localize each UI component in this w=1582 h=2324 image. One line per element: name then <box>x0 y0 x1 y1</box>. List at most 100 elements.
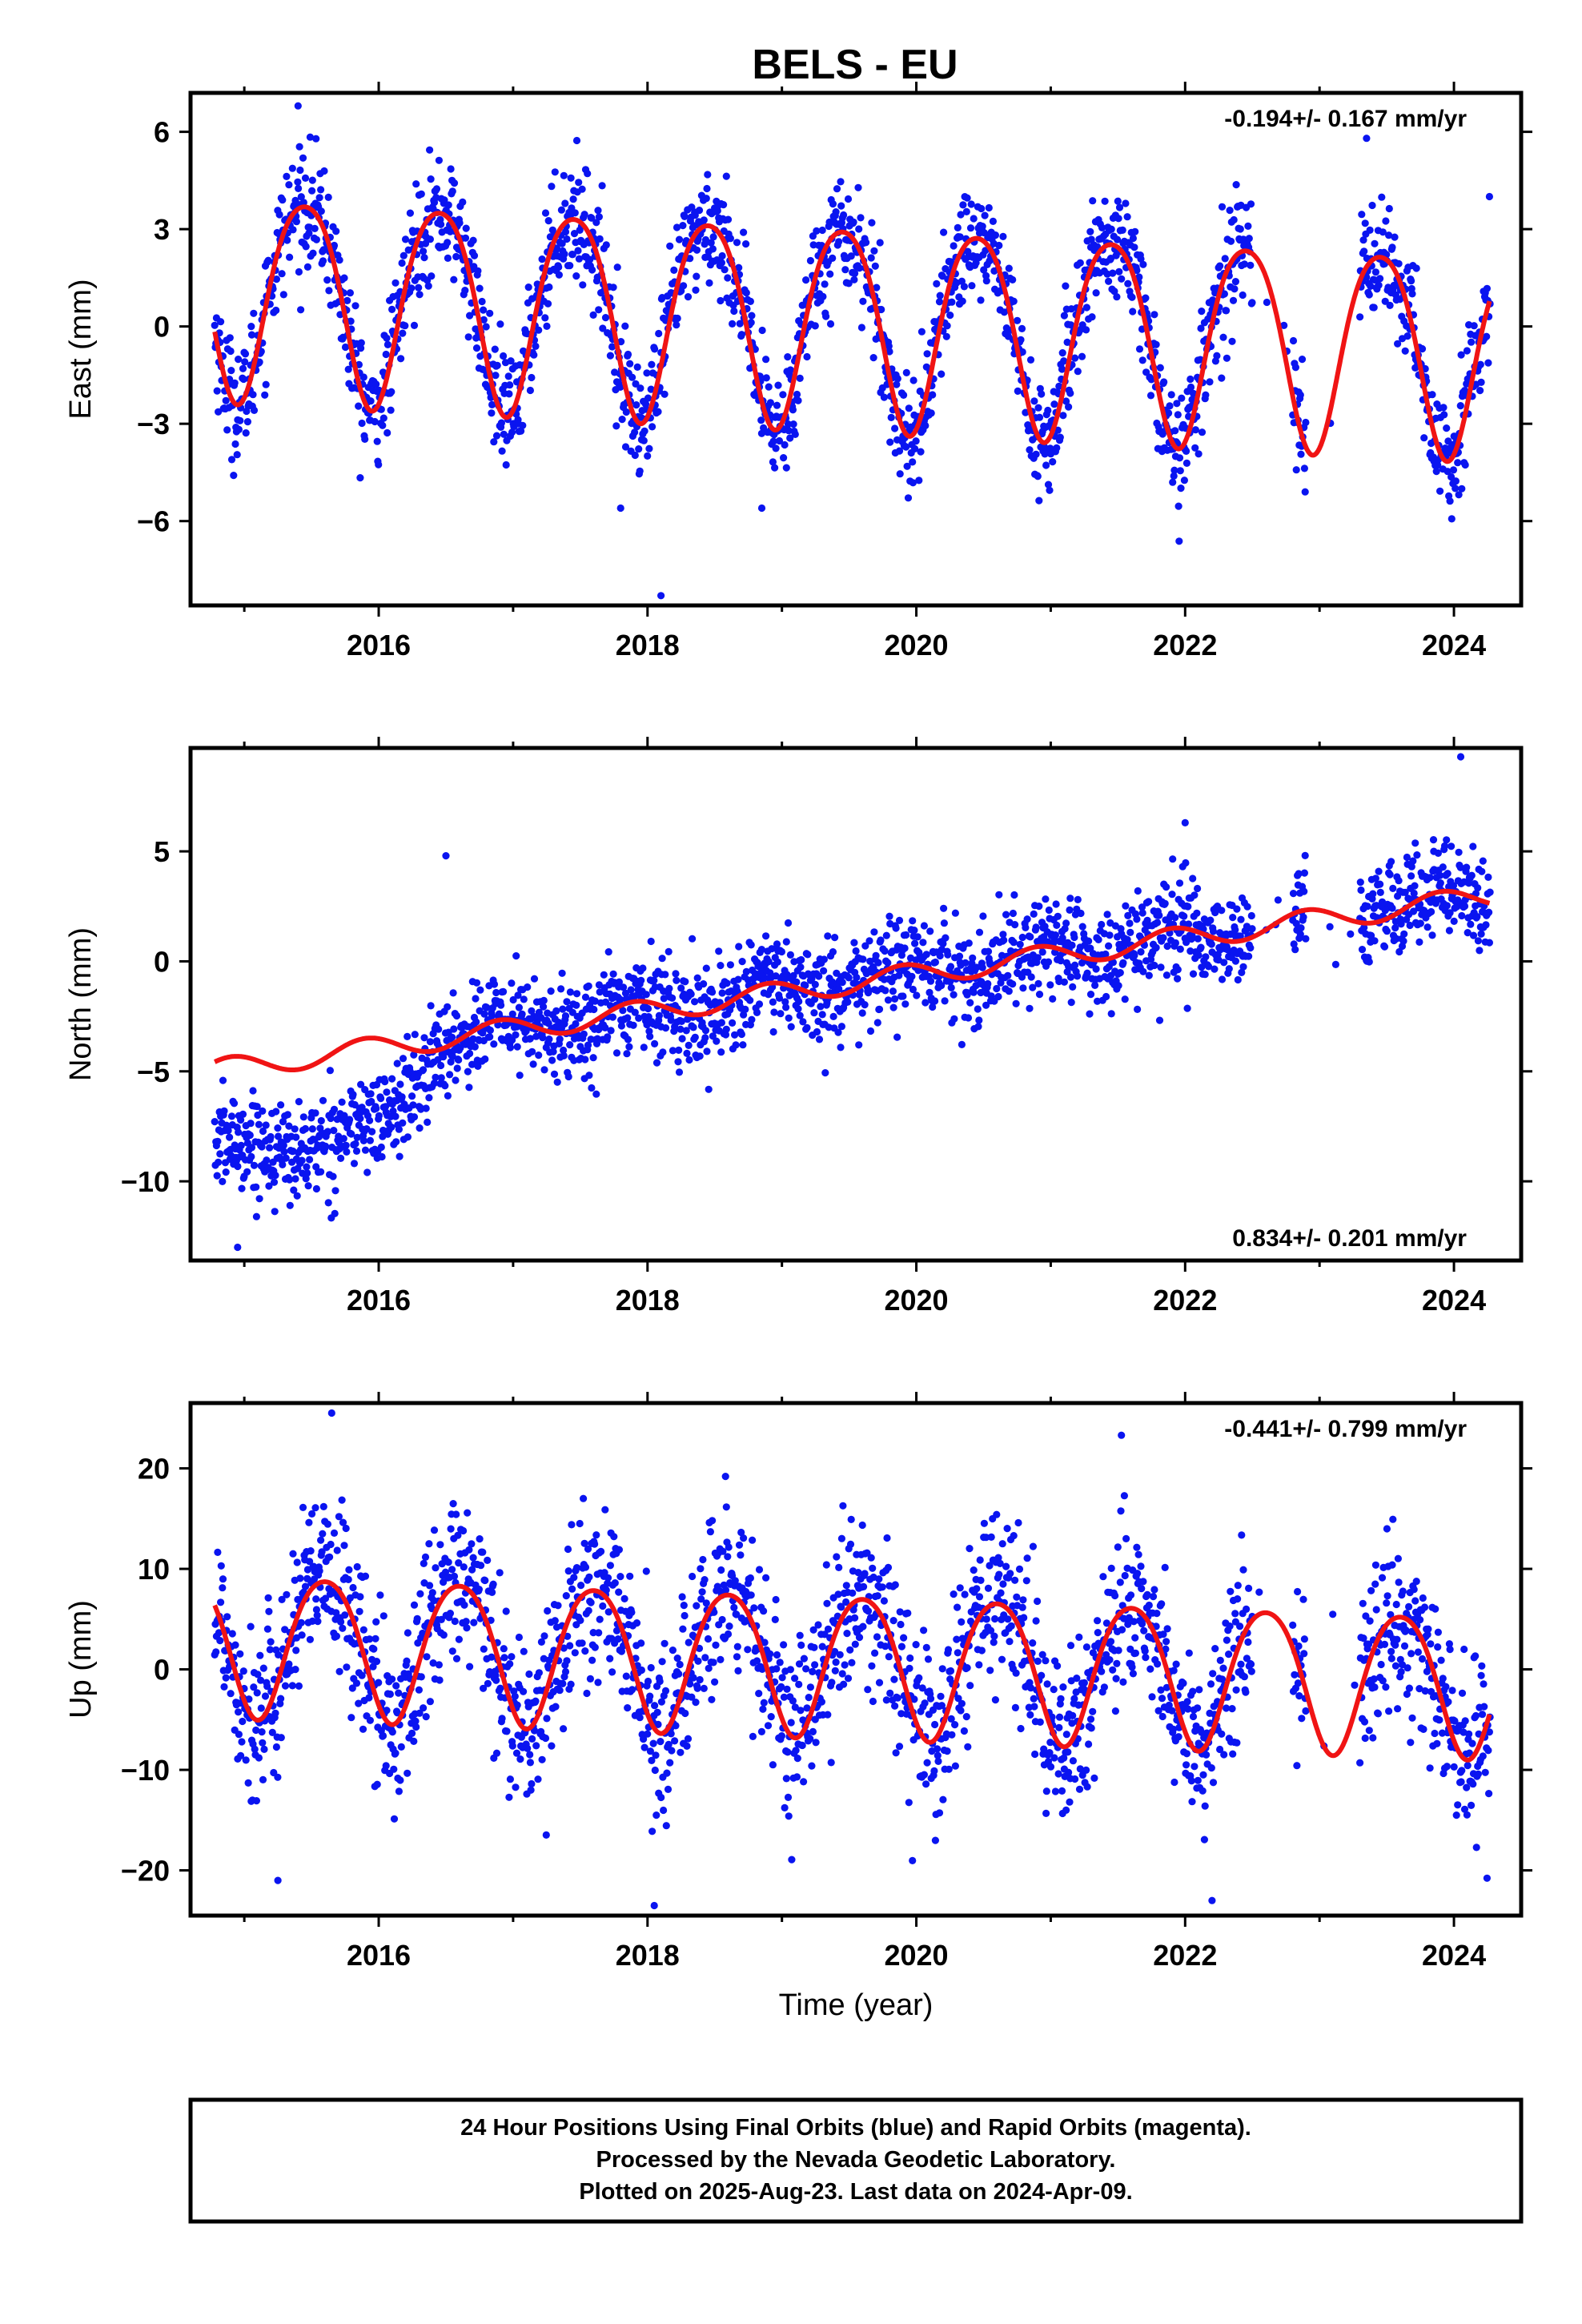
data-point <box>560 171 568 179</box>
data-point <box>803 1023 811 1031</box>
data-point <box>628 1686 636 1694</box>
data-point <box>369 1663 377 1671</box>
data-point <box>252 1726 260 1735</box>
data-point <box>568 251 576 259</box>
data-point <box>404 1032 412 1040</box>
data-point <box>1211 965 1219 973</box>
data-point <box>1010 297 1018 305</box>
data-point <box>1054 912 1062 920</box>
data-point <box>717 296 725 305</box>
data-point <box>881 947 889 955</box>
data-point <box>500 1645 508 1653</box>
data-point <box>1000 936 1008 944</box>
data-point <box>317 207 325 215</box>
x-tick-label: 2022 <box>1153 629 1217 661</box>
data-point <box>465 1546 473 1554</box>
data-point <box>1074 972 1082 980</box>
data-point <box>748 1015 756 1023</box>
data-point <box>948 298 956 306</box>
data-point <box>301 1582 310 1590</box>
data-point <box>809 241 817 249</box>
data-point <box>655 329 663 338</box>
data-point <box>293 1192 301 1200</box>
data-point <box>627 986 635 994</box>
data-point <box>626 1572 634 1580</box>
data-point <box>975 1016 983 1024</box>
data-point <box>786 951 795 959</box>
data-point <box>349 1091 357 1099</box>
data-point <box>227 456 236 464</box>
data-point <box>568 1521 576 1529</box>
data-point <box>441 1082 449 1090</box>
data-point <box>1239 963 1247 971</box>
data-point <box>772 972 780 980</box>
data-point <box>526 1759 535 1767</box>
data-point <box>717 962 725 970</box>
data-point <box>733 239 741 247</box>
data-point <box>213 387 221 395</box>
data-point <box>572 1019 580 1028</box>
data-point <box>691 1033 699 1041</box>
data-point <box>219 1575 227 1583</box>
data-point <box>297 1618 305 1626</box>
data-point <box>1468 338 1476 346</box>
data-point <box>978 204 986 213</box>
data-point <box>257 1704 265 1712</box>
data-point <box>847 252 855 260</box>
data-point <box>1071 354 1079 362</box>
data-point <box>689 1023 697 1031</box>
data-point <box>740 228 748 236</box>
data-point <box>505 1793 513 1801</box>
data-point <box>1077 909 1085 918</box>
data-point <box>492 432 501 440</box>
data-point <box>797 955 805 964</box>
data-point <box>646 1747 655 1755</box>
data-point <box>383 1088 391 1096</box>
data-point <box>259 1739 267 1747</box>
data-point <box>1026 933 1034 941</box>
data-point <box>460 1601 468 1609</box>
data-point <box>581 1563 590 1571</box>
data-point <box>901 1000 909 1008</box>
data-point <box>425 1540 433 1548</box>
data-point <box>315 1567 323 1575</box>
data-point <box>375 1112 383 1120</box>
data-point <box>403 1657 411 1665</box>
data-point <box>1205 963 1213 971</box>
data-point <box>263 1683 271 1691</box>
data-point <box>826 320 835 328</box>
data-point <box>589 1054 597 1062</box>
data-point <box>1088 313 1096 321</box>
data-point <box>1230 215 1238 224</box>
data-point <box>247 1120 255 1128</box>
data-point <box>559 1005 567 1013</box>
data-point <box>936 951 944 960</box>
data-point <box>1160 378 1168 386</box>
data-point <box>261 1692 270 1700</box>
data-point <box>620 1594 628 1602</box>
data-point <box>859 955 867 963</box>
data-point <box>694 1657 702 1665</box>
data-point <box>325 287 333 295</box>
data-point <box>1209 296 1217 304</box>
data-point <box>652 1751 660 1759</box>
data-point <box>1191 891 1199 899</box>
data-point <box>451 1617 459 1626</box>
data-point <box>583 1689 591 1698</box>
data-point <box>541 209 550 217</box>
data-point <box>668 1747 676 1755</box>
data-point <box>702 195 710 203</box>
data-point <box>1193 909 1201 917</box>
data-point <box>255 1195 263 1203</box>
data-point <box>466 1049 474 1058</box>
data-point <box>677 1748 685 1756</box>
data-point <box>263 1156 271 1164</box>
data-point <box>247 323 255 331</box>
data-point <box>327 1540 335 1549</box>
data-point-outlier <box>657 592 665 600</box>
data-point <box>909 917 917 925</box>
data-point <box>1474 937 1482 945</box>
data-point <box>1467 920 1475 928</box>
data-point <box>330 1105 339 1113</box>
data-point <box>306 1156 314 1164</box>
